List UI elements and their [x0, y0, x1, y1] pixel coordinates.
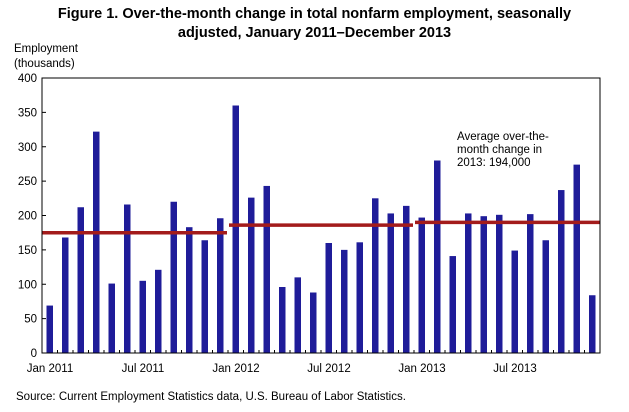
annotation-line: 2013: 194,000: [457, 157, 531, 169]
bar: [325, 243, 332, 353]
bar: [511, 250, 518, 353]
chart-title: Figure 1. Over-the-month change in total…: [0, 5, 629, 43]
bar: [387, 213, 394, 353]
bar: [93, 131, 100, 353]
x-tick-label: Jan 2012: [212, 363, 259, 375]
bar: [201, 240, 208, 353]
y-axis-label-line-1: Employment: [14, 43, 78, 55]
bar: [294, 277, 301, 353]
y-tick-label: 250: [18, 176, 37, 188]
bar: [542, 240, 549, 353]
bar: [248, 197, 255, 353]
bar: [418, 217, 425, 353]
bar: [232, 105, 239, 353]
bar: [279, 287, 286, 353]
bar-series: [46, 105, 596, 353]
x-tick-label: Jan 2011: [27, 363, 73, 375]
x-tick-label: Jan 2013: [398, 363, 445, 375]
x-tick-label: Jul 2011: [122, 363, 165, 375]
bar: [589, 295, 596, 353]
y-axis-ticks: 0 50 100 150 200 250 300 350 400: [18, 73, 46, 360]
annotation-line: Average over-the-: [457, 131, 549, 143]
average-lines: [42, 220, 600, 235]
bar: [62, 237, 69, 353]
bar: [527, 214, 534, 353]
bar: [496, 214, 503, 353]
bar: [449, 256, 456, 353]
y-tick-label: 0: [31, 348, 37, 360]
y-tick-label: 400: [18, 73, 37, 85]
y-tick-label: 300: [18, 142, 37, 154]
x-tick-label: Jul 2013: [493, 363, 536, 375]
bar: [263, 185, 270, 353]
bar: [139, 280, 146, 353]
chart-title-line-1: Figure 1. Over-the-month change in total…: [57, 6, 572, 22]
bar: [186, 227, 193, 353]
bar: [108, 283, 115, 353]
bar: [46, 305, 53, 353]
bar: [465, 213, 472, 353]
y-tick-label: 150: [18, 245, 37, 257]
bar: [434, 160, 441, 353]
bar: [170, 201, 177, 353]
bar: [77, 207, 84, 353]
chart-title-line-2: adjusted, January 2011–December 2013: [177, 25, 452, 41]
bar: [573, 164, 580, 353]
bar: [372, 198, 379, 353]
annotation-line: month change in: [457, 144, 542, 156]
y-tick-label: 100: [18, 279, 37, 291]
y-axis-label-line-2: (thousands): [14, 58, 75, 70]
y-tick-label: 350: [18, 107, 37, 119]
bar: [155, 269, 162, 353]
y-tick-label: 200: [18, 211, 37, 223]
source-note: Source: Current Employment Statistics da…: [16, 391, 406, 403]
x-tick-label: Jul 2012: [307, 363, 350, 375]
bar: [124, 204, 131, 353]
y-axis-label: Employment (thousands): [14, 42, 78, 72]
bar: [310, 292, 317, 353]
bar: [480, 216, 487, 353]
y-tick-label: 50: [24, 314, 37, 326]
bar: [341, 249, 348, 353]
bar: [403, 205, 410, 353]
bar: [217, 218, 224, 353]
bar: [558, 190, 565, 353]
bar: [356, 242, 363, 353]
x-axis-ticks: Jan 2011 Jul 2011 Jan 2012 Jul 2012 Jan 2013…: [27, 350, 601, 375]
